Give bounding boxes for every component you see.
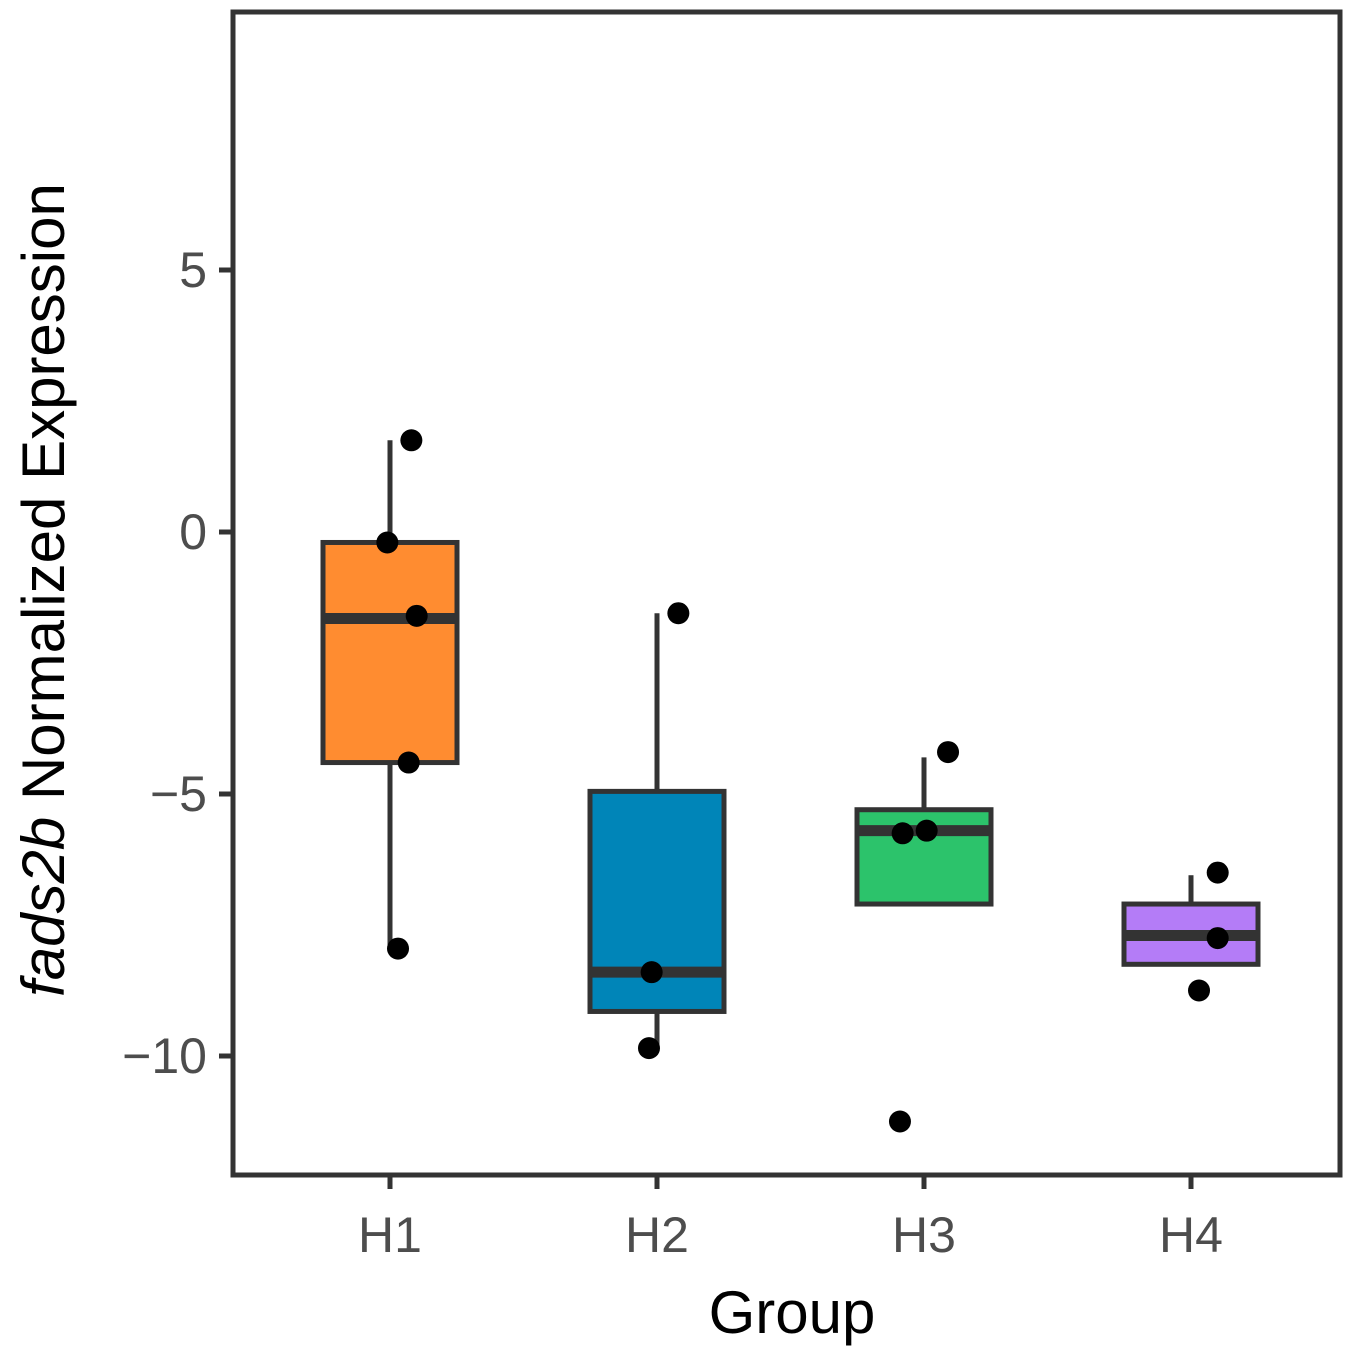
data-point-h3 (937, 741, 960, 764)
x-axis-title: Group (709, 1279, 876, 1346)
data-point-h1 (397, 751, 420, 774)
points-layer (376, 429, 1229, 1133)
data-point-h1 (387, 937, 410, 960)
box-h1 (320, 539, 460, 766)
data-point-h4 (1188, 979, 1211, 1002)
data-point-h4 (1206, 927, 1229, 950)
data-point-h4 (1206, 861, 1229, 884)
plot-panel-border (230, 9, 1343, 1178)
y-tick-label: −5 (150, 766, 207, 822)
data-point-h1 (400, 429, 423, 452)
data-point-h2 (667, 602, 690, 625)
y-tick-label: −10 (122, 1028, 207, 1084)
x-tick-label: H4 (1159, 1207, 1223, 1263)
data-point-h1 (376, 531, 399, 554)
y-axis: 5 0 −5 −10 (122, 242, 233, 1084)
y-tick-label: 0 (179, 504, 207, 560)
boxes-layer (320, 440, 1261, 1049)
y-axis-title: fads2b Normalized Expression (10, 183, 77, 997)
x-tick-label: H3 (892, 1207, 956, 1263)
x-axis: H1 H2 H3 H4 (358, 1175, 1223, 1263)
data-point-h3 (888, 1110, 911, 1133)
data-point-h2 (637, 1037, 660, 1060)
data-point-h3 (915, 819, 938, 842)
data-point-h1 (405, 604, 428, 627)
data-point-h3 (891, 822, 914, 845)
y-tick-label: 5 (179, 242, 207, 298)
x-tick-label: H2 (625, 1207, 689, 1263)
data-point-h2 (640, 961, 663, 984)
x-tick-label: H1 (358, 1207, 422, 1263)
y-axis-title-gene: fads2b (10, 817, 77, 997)
y-axis-title-rest: Normalized Expression (10, 183, 77, 817)
